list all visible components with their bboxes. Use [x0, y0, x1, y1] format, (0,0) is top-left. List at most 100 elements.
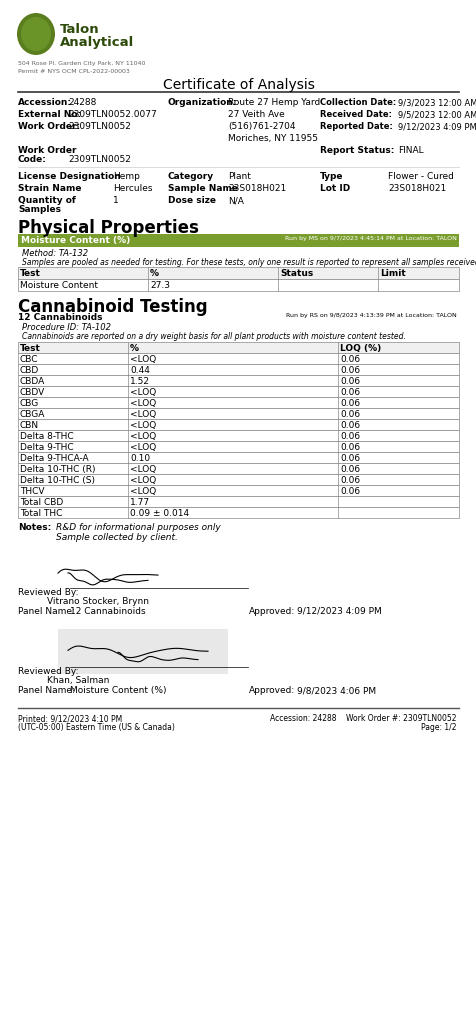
- Text: THCV: THCV: [20, 487, 44, 496]
- Bar: [18, 386, 458, 397]
- Bar: [58, 629, 228, 674]
- Text: <LOQ: <LOQ: [130, 443, 156, 452]
- Text: 2309TLN0052: 2309TLN0052: [68, 155, 130, 164]
- Text: 0.06: 0.06: [339, 443, 359, 452]
- Text: Sample collected by client.: Sample collected by client.: [56, 534, 178, 542]
- Text: 2309TLN0052: 2309TLN0052: [68, 122, 130, 131]
- Text: CBN: CBN: [20, 421, 39, 430]
- Text: 12 Cannabinoids: 12 Cannabinoids: [70, 607, 145, 616]
- Text: External No:: External No:: [18, 110, 81, 119]
- Text: 0.06: 0.06: [339, 487, 359, 496]
- Text: Khan, Salman: Khan, Salman: [47, 676, 109, 685]
- Text: Limit: Limit: [379, 269, 405, 278]
- Bar: [18, 408, 458, 419]
- Text: N/A: N/A: [228, 196, 243, 205]
- Text: R&D for informational purposes only: R&D for informational purposes only: [56, 523, 220, 532]
- Text: %: %: [149, 269, 159, 278]
- Text: CBD: CBD: [20, 366, 39, 375]
- Bar: [18, 353, 458, 364]
- Text: Work Order:: Work Order:: [18, 122, 80, 131]
- Text: 27.3: 27.3: [149, 281, 169, 290]
- Text: Approved:: Approved:: [248, 607, 295, 616]
- Text: Code:: Code:: [18, 155, 47, 164]
- Text: Test: Test: [20, 344, 41, 353]
- Text: License Designation: License Designation: [18, 172, 120, 181]
- Bar: [18, 279, 458, 291]
- Text: Test: Test: [20, 269, 41, 278]
- Text: 0.09 ± 0.014: 0.09 ± 0.014: [130, 509, 188, 518]
- Text: Certificate of Analysis: Certificate of Analysis: [162, 78, 314, 92]
- Text: CBDA: CBDA: [20, 377, 45, 386]
- Text: Dose size: Dose size: [168, 196, 216, 205]
- Text: 0.06: 0.06: [339, 388, 359, 397]
- Text: Total THC: Total THC: [20, 509, 62, 518]
- Text: Samples are pooled as needed for testing. For these tests, only one result is re: Samples are pooled as needed for testing…: [22, 258, 476, 267]
- Text: 1.52: 1.52: [130, 377, 149, 386]
- Text: Panel Name:: Panel Name:: [18, 607, 75, 616]
- Text: Page: 1/2: Page: 1/2: [421, 723, 456, 732]
- Text: 0.06: 0.06: [339, 366, 359, 375]
- Ellipse shape: [21, 17, 51, 51]
- Text: CBG: CBG: [20, 399, 39, 408]
- Text: <LOQ: <LOQ: [130, 399, 156, 408]
- Text: Analytical: Analytical: [60, 36, 134, 49]
- Bar: [18, 507, 458, 518]
- Text: 0.06: 0.06: [339, 399, 359, 408]
- Text: Delta 9-THC: Delta 9-THC: [20, 443, 73, 452]
- Bar: [18, 441, 458, 452]
- Text: 23S018H021: 23S018H021: [228, 184, 286, 193]
- Text: Received Date:: Received Date:: [319, 110, 391, 119]
- Text: Flower - Cured: Flower - Cured: [387, 172, 453, 181]
- Text: 0.06: 0.06: [339, 476, 359, 485]
- Text: 9/12/2023 4:09 PM: 9/12/2023 4:09 PM: [397, 122, 476, 131]
- Text: 9/8/2023 4:06 PM: 9/8/2023 4:06 PM: [297, 686, 376, 695]
- Bar: [18, 474, 458, 485]
- Text: Delta 10-THC (R): Delta 10-THC (R): [20, 465, 95, 474]
- Bar: [18, 234, 458, 247]
- Text: Delta 9-THCA-A: Delta 9-THCA-A: [20, 454, 89, 463]
- Text: 0.10: 0.10: [130, 454, 150, 463]
- Text: 9/5/2023 12:00 AM: 9/5/2023 12:00 AM: [397, 110, 476, 119]
- Text: 1.77: 1.77: [130, 498, 150, 507]
- Text: 9/3/2023 12:00 AM: 9/3/2023 12:00 AM: [397, 98, 476, 106]
- Text: Panel Name:: Panel Name:: [18, 686, 75, 695]
- Text: Run by RS on 9/8/2023 4:13:39 PM at Location: TALON: Run by RS on 9/8/2023 4:13:39 PM at Loca…: [286, 313, 456, 318]
- Text: <LOQ: <LOQ: [130, 410, 156, 419]
- Text: Notes:: Notes:: [18, 523, 51, 532]
- Bar: [18, 485, 458, 496]
- Ellipse shape: [17, 13, 55, 55]
- Text: Route 27 Hemp Yard: Route 27 Hemp Yard: [228, 98, 319, 106]
- Text: 2309TLN0052.0077: 2309TLN0052.0077: [68, 110, 157, 119]
- Text: 27 Veith Ave: 27 Veith Ave: [228, 110, 284, 119]
- Text: Report Status:: Report Status:: [319, 146, 394, 155]
- Text: <LOQ: <LOQ: [130, 465, 156, 474]
- Text: CBDV: CBDV: [20, 388, 45, 397]
- Text: %: %: [130, 344, 139, 353]
- Text: Organization:: Organization:: [168, 98, 237, 106]
- Text: CBGA: CBGA: [20, 410, 45, 419]
- Text: Reported Date:: Reported Date:: [319, 122, 392, 131]
- Text: Cannabinoids are reported on a dry weight basis for all plant products with mois: Cannabinoids are reported on a dry weigh…: [22, 332, 405, 341]
- Text: Collection Date:: Collection Date:: [319, 98, 396, 106]
- Text: Hercules: Hercules: [113, 184, 152, 193]
- Text: Moriches, NY 11955: Moriches, NY 11955: [228, 134, 317, 143]
- Text: Permit # NYS OCM CPL-2022-00003: Permit # NYS OCM CPL-2022-00003: [18, 69, 129, 74]
- Text: 0.44: 0.44: [130, 366, 149, 375]
- Bar: [18, 375, 458, 386]
- Bar: [18, 496, 458, 507]
- Text: 12 Cannabinoids: 12 Cannabinoids: [18, 313, 102, 322]
- Text: <LOQ: <LOQ: [130, 388, 156, 397]
- Text: FINAL: FINAL: [397, 146, 423, 155]
- Text: Quantity of: Quantity of: [18, 196, 76, 205]
- Text: Samples: Samples: [18, 205, 61, 214]
- Bar: [18, 419, 458, 430]
- Text: <LOQ: <LOQ: [130, 487, 156, 496]
- Text: Method: TA-132: Method: TA-132: [22, 249, 88, 258]
- Text: Moisture Content (%): Moisture Content (%): [70, 686, 166, 695]
- Bar: [18, 397, 458, 408]
- Text: <LOQ: <LOQ: [130, 476, 156, 485]
- Text: 24288: 24288: [68, 98, 96, 106]
- Text: 23S018H021: 23S018H021: [387, 184, 446, 193]
- Text: 0.06: 0.06: [339, 377, 359, 386]
- Text: Status: Status: [279, 269, 313, 278]
